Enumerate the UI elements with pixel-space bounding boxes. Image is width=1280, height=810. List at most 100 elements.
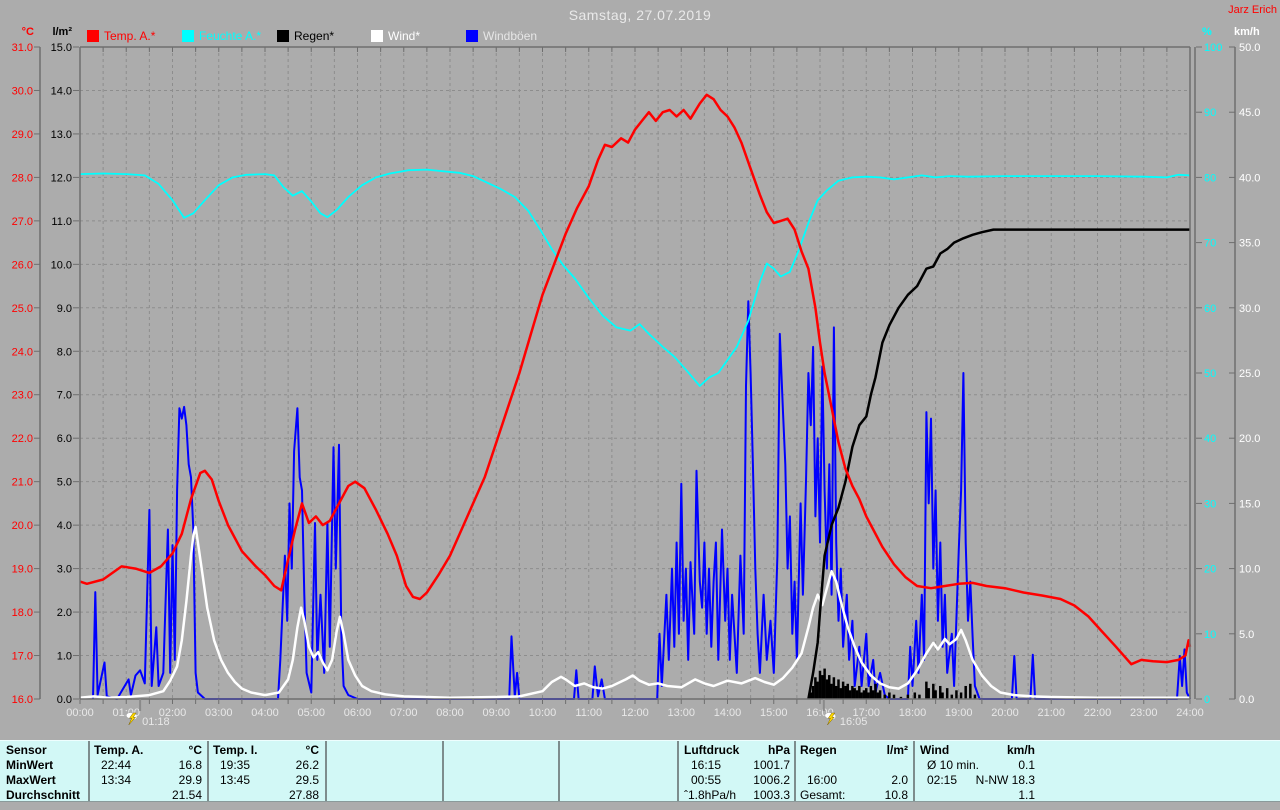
- svg-text:80: 80: [1204, 172, 1216, 184]
- legend-item-wind: Wind*: [371, 29, 420, 43]
- svg-text:45.0: 45.0: [1239, 107, 1260, 119]
- svg-text:7.0: 7.0: [57, 390, 72, 402]
- legend-label-regen: Regen*: [294, 29, 335, 43]
- stat-cell: 00:55: [691, 773, 722, 787]
- svg-text:31.0: 31.0: [12, 42, 33, 54]
- stats-row-label-maxwert: MaxWert: [6, 773, 56, 787]
- chart-canvas: 31.0 30.0 29.0 28.0 27.0 26.0 25.0 24.0 23.0 22.0…: [11, 42, 1261, 728]
- stat-cell: 0.1: [1018, 758, 1035, 772]
- svg-text:00:00: 00:00: [66, 707, 94, 719]
- stat-cell: 29.9: [178, 773, 202, 787]
- svg-text:0.0: 0.0: [1239, 694, 1254, 706]
- table-separator: [558, 741, 560, 802]
- svg-text:4.0: 4.0: [57, 520, 72, 532]
- event-marker-1605: 16:05: [822, 699, 868, 728]
- svg-text:30: 30: [1204, 498, 1216, 510]
- stat-cell: 16:00: [807, 773, 838, 787]
- axis-unit-rain: l/m²: [52, 26, 72, 38]
- svg-text:21:00: 21:00: [1037, 707, 1065, 719]
- event-marker-0118: 01:18: [125, 699, 170, 728]
- svg-text:40: 40: [1204, 433, 1216, 445]
- stat-header: Wind: [920, 743, 950, 757]
- stats-row-labels: Sensor MinWert MaxWert Durchschnitt: [6, 743, 86, 803]
- stat-cell: 16:15: [691, 758, 722, 772]
- svg-text:12:00: 12:00: [621, 707, 649, 719]
- svg-text:5.0: 5.0: [57, 477, 72, 489]
- stat-header: Luftdruck: [684, 743, 740, 757]
- stat-cell: N-NW 18.3: [975, 773, 1035, 787]
- svg-text:6.0: 6.0: [57, 433, 72, 445]
- stat-cell: 2.0: [891, 773, 908, 787]
- svg-text:22:00: 22:00: [1084, 707, 1112, 719]
- legend-item-temp-a: Temp. A.*: [87, 29, 155, 43]
- series-regen-summe: [807, 228, 1190, 700]
- svg-text:29.0: 29.0: [12, 129, 33, 141]
- svg-text:27.0: 27.0: [12, 216, 33, 228]
- stats-col-temp-i: Temp. I. °C 19:35 26.2 13:45 29.5 27.88: [213, 743, 319, 803]
- weather-chart: 31.0 30.0 29.0 28.0 27.0 26.0 25.0 24.0 23.0 22.0…: [11, 4, 1277, 728]
- svg-text:30.0: 30.0: [1239, 303, 1260, 315]
- axis-labels: 31.0 30.0 29.0 28.0 27.0 26.0 25.0 24.0 23.0 22.0…: [12, 42, 1261, 719]
- svg-text:10.0: 10.0: [51, 259, 72, 271]
- window-bottom-edge: [0, 801, 1280, 810]
- stats-table: Sensor MinWert MaxWert Durchschnitt Temp…: [0, 740, 1280, 802]
- svg-text:90: 90: [1204, 107, 1216, 119]
- svg-text:25.0: 25.0: [1239, 368, 1260, 380]
- legend-item-regen: Regen*: [277, 29, 334, 43]
- svg-text:08:00: 08:00: [436, 707, 464, 719]
- svg-text:19.0: 19.0: [12, 564, 33, 576]
- stat-cell: 26.2: [295, 758, 319, 772]
- legend-item-windboeen: Windböen: [466, 29, 537, 43]
- svg-text:35.0: 35.0: [1239, 238, 1260, 250]
- stats-col-regen: Regen l/m² 16:00 2.0 Gesamt: 10.8: [800, 743, 908, 803]
- stat-cell: 1006.2: [753, 773, 790, 787]
- stat-cell: 10.8: [884, 788, 908, 802]
- svg-text:8.0: 8.0: [57, 346, 72, 358]
- stat-header: Temp. I.: [213, 743, 258, 757]
- svg-text:20.0: 20.0: [1239, 433, 1260, 445]
- legend-swatch-windboeen: [466, 30, 478, 42]
- svg-text:12.0: 12.0: [51, 172, 72, 184]
- svg-text:40.0: 40.0: [1239, 172, 1260, 184]
- svg-text:30.0: 30.0: [12, 85, 33, 97]
- stats-row-label-minwert: MinWert: [6, 758, 54, 772]
- series-windboeen: [92, 300, 1191, 700]
- svg-text:23:00: 23:00: [1130, 707, 1158, 719]
- legend-swatch-wind: [371, 30, 383, 42]
- stat-cell: 22:44: [101, 758, 132, 772]
- stats-row-label-sensor: Sensor: [6, 743, 47, 757]
- stat-unit: km/h: [1006, 743, 1035, 757]
- svg-text:18.0: 18.0: [12, 607, 33, 619]
- svg-text:24.0: 24.0: [12, 346, 33, 358]
- stat-cell: Ø 10 min.: [927, 758, 980, 772]
- svg-text:10:00: 10:00: [529, 707, 557, 719]
- axis-unit-temp: °C: [21, 26, 34, 38]
- legend-swatch-regen: [277, 30, 289, 42]
- series-temp-a: [79, 93, 1192, 666]
- stat-unit: hPa: [767, 743, 790, 757]
- axis-unit-wind: km/h: [1234, 26, 1260, 38]
- svg-text:15.0: 15.0: [51, 42, 72, 54]
- svg-text:03:00: 03:00: [205, 707, 233, 719]
- svg-text:21.0: 21.0: [12, 477, 33, 489]
- stat-cell: 29.5: [295, 773, 319, 787]
- svg-text:50: 50: [1204, 368, 1216, 380]
- stat-cell: 21.54: [171, 788, 202, 802]
- stat-unit: °C: [305, 743, 319, 757]
- series-wind: [79, 525, 1190, 699]
- chart-title: Samstag, 27.07.2019: [568, 7, 712, 23]
- stat-cell: Gesamt:: [800, 788, 846, 802]
- svg-text:22.0: 22.0: [12, 433, 33, 445]
- legend-label-wind: Wind*: [388, 29, 421, 43]
- legend-swatch-feuchte-a: [182, 30, 194, 42]
- stat-cell: 1.1: [1018, 788, 1035, 802]
- stat-cell: 13:45: [220, 773, 251, 787]
- svg-text:3.0: 3.0: [57, 564, 72, 576]
- svg-text:100: 100: [1204, 42, 1222, 54]
- svg-text:20.0: 20.0: [12, 520, 33, 532]
- svg-text:16.0: 16.0: [12, 694, 33, 706]
- stats-row-label-durchschnitt: Durchschnitt: [6, 788, 81, 802]
- svg-text:16:05: 16:05: [840, 716, 868, 728]
- svg-text:17:00: 17:00: [852, 707, 880, 719]
- svg-text:10: 10: [1204, 629, 1216, 641]
